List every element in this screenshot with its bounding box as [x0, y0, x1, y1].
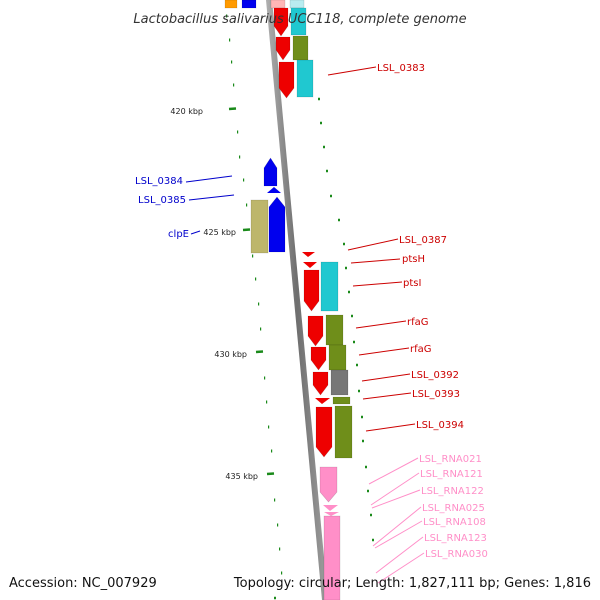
- leader-line: [190, 230, 201, 235]
- features-layer: [224, 0, 353, 600]
- gene-label-ptsi[interactable]: ptsI: [403, 278, 421, 289]
- leader-line: [355, 320, 407, 329]
- leader-line: [374, 520, 423, 549]
- leader-line: [370, 472, 420, 506]
- gene-label-ptsh[interactable]: ptsH: [402, 254, 425, 265]
- gene-feature-red: [315, 406, 333, 458]
- gene-feature-cyan: [290, 7, 307, 36]
- leader-line: [352, 281, 403, 287]
- gene-feature-red: [307, 315, 324, 347]
- leader-line: [358, 347, 410, 356]
- genome-backbone: [266, 0, 328, 600]
- leader-line: [368, 457, 419, 485]
- tick-label-430: 430 kbp: [214, 350, 247, 359]
- major-tick: [228, 107, 237, 111]
- major-tick: [266, 472, 275, 476]
- gene-feature-red: [273, 7, 289, 37]
- gene-label-clpe[interactable]: clpE: [168, 229, 189, 240]
- gene-feature-khaki: [250, 199, 269, 254]
- gene-feature-blue: [267, 187, 281, 193]
- gene-label-rfag-1[interactable]: rfaG: [407, 317, 429, 328]
- gene-label-lsl0385[interactable]: LSL_0385: [138, 195, 186, 206]
- major-tick: [242, 228, 251, 232]
- gene-feature-red: [312, 371, 329, 396]
- gene-label-lsl0383[interactable]: LSL_0383: [377, 63, 425, 74]
- gene-feature-blue: [263, 157, 278, 187]
- leader-line: [365, 423, 416, 432]
- gene-feature-cyan: [296, 59, 314, 98]
- gene-feature-olive: [332, 396, 351, 405]
- leader-line: [188, 194, 235, 201]
- major-tick: [255, 350, 264, 354]
- leader-line: [372, 506, 422, 547]
- gene-label-rna108[interactable]: LSL_RNA108: [423, 517, 486, 528]
- gene-labels: LSL_0383 LSL_0384 LSL_0385 clpE LSL_0387…: [135, 63, 488, 560]
- tick-label-425: 425 kbp: [203, 228, 236, 237]
- gene-label-lsl0384[interactable]: LSL_0384: [135, 176, 183, 187]
- backbone-layer: [266, 0, 328, 600]
- leader-line: [375, 536, 424, 574]
- gene-label-lsl0394[interactable]: LSL_0394: [416, 420, 464, 431]
- gene-feature-olive: [334, 405, 353, 459]
- gene-feature-red: [310, 346, 327, 371]
- gene-feature-rna: [324, 512, 339, 516]
- tick-marks: [226, 14, 374, 600]
- leader-line: [371, 489, 421, 509]
- leader-line: [350, 258, 401, 264]
- leader-line: [185, 175, 233, 183]
- gene-feature-red: [303, 269, 320, 312]
- gene-feature-orange: [224, 0, 238, 9]
- accession-text: Accession: NC_007929: [9, 576, 157, 591]
- leader-line: [362, 392, 412, 400]
- gene-feature-rna: [319, 466, 338, 503]
- gene-label-rna030[interactable]: LSL_RNA030: [425, 549, 488, 560]
- gene-feature-rna: [323, 515, 341, 600]
- gene-label-rna021[interactable]: LSL_RNA021: [419, 454, 482, 465]
- gene-feature-olive: [328, 344, 347, 371]
- gene-label-rna025[interactable]: LSL_RNA025: [422, 503, 485, 514]
- gene-label-rna122[interactable]: LSL_RNA122: [421, 486, 484, 497]
- gene-feature-gray: [330, 369, 349, 396]
- gene-feature-olive: [325, 314, 344, 346]
- tick-label-420: 420 kbp: [170, 107, 203, 116]
- gene-label-rna123[interactable]: LSL_RNA123: [424, 533, 487, 544]
- gene-feature-cyan-light: [289, 0, 305, 9]
- genome-summary-text: Topology: circular; Length: 1,827,111 bp…: [233, 576, 591, 591]
- gene-label-rna121[interactable]: LSL_RNA121: [420, 469, 483, 480]
- gene-label-lsl0393[interactable]: LSL_0393: [412, 389, 460, 400]
- gene-label-rfag-2[interactable]: rfaG: [410, 344, 432, 355]
- gene-feature-red: [315, 398, 330, 404]
- tick-label-435: 435 kbp: [225, 472, 258, 481]
- gene-feature-blue: [241, 0, 257, 9]
- gene-feature-red: [278, 61, 295, 99]
- gene-feature-pink-light: [270, 0, 286, 9]
- gene-feature-red: [302, 252, 315, 257]
- gene-feature-red: [275, 36, 291, 61]
- leader-line: [361, 373, 411, 382]
- gene-feature-cyan: [320, 261, 339, 312]
- gene-feature-olive: [292, 35, 309, 61]
- gene-feature-red: [303, 262, 317, 268]
- gene-label-lsl0392[interactable]: LSL_0392: [411, 370, 459, 381]
- gene-feature-rna: [323, 505, 338, 511]
- map-title: Lactobacillus salivarius UCC118, complet…: [133, 12, 466, 27]
- leader-line: [327, 66, 377, 76]
- leader-lines: [185, 66, 425, 584]
- leader-line: [377, 552, 425, 584]
- gene-label-lsl0387[interactable]: LSL_0387: [399, 235, 447, 246]
- leader-line: [347, 238, 399, 251]
- gene-feature-blue: [268, 196, 286, 253]
